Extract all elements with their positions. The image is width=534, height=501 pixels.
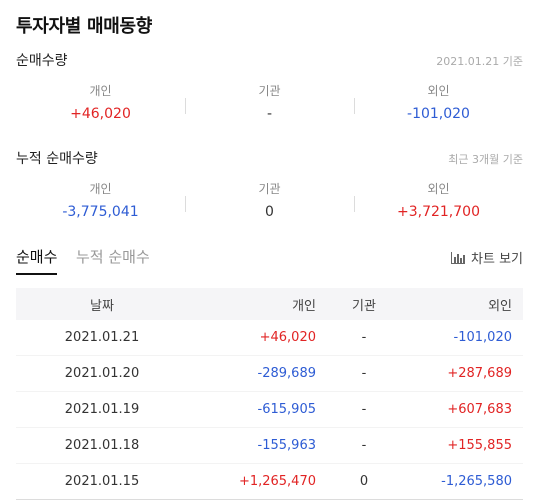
cell-date: 2021.01.21 — [64, 330, 140, 345]
net-volume-stats: 개인 +46,020 기관 - 외인 -101,020 — [16, 82, 523, 128]
cell-date: 2021.01.20 — [64, 366, 140, 381]
chart-view-button[interactable]: 차트 보기 — [451, 248, 523, 267]
cell-individual: -289,689 — [257, 366, 316, 381]
cell-foreign: -1,265,580 — [441, 474, 512, 489]
stat-value: +3,721,700 — [397, 204, 480, 220]
stat-value: -3,775,041 — [62, 204, 139, 220]
cell-foreign: +287,689 — [447, 366, 512, 381]
view-tabs: 순매수 누적 순매수 차트 보기 — [16, 246, 523, 276]
stat-value: 0 — [265, 204, 274, 220]
table-row: 2021.01.21 +46,020 - -101,020 — [16, 320, 523, 356]
stat-value: -101,020 — [407, 106, 470, 122]
cell-institution: - — [361, 330, 367, 345]
cell-date: 2021.01.19 — [64, 402, 140, 417]
stat-value: +46,020 — [70, 106, 131, 122]
net-volume-header: 순매수량 2021.01.21 기준 — [16, 50, 523, 70]
tab-cumulative-net-buy[interactable]: 누적 순매수 — [76, 248, 150, 266]
investor-trade-table: 날짜 개인 기관 외인 2021.01.21 +46,020 - -101,02… — [16, 288, 523, 500]
net-stat-foreign: 외인 -101,020 — [354, 82, 523, 128]
table-row: 2021.01.19 -615,905 - +607,683 — [16, 392, 523, 428]
cell-individual: +46,020 — [259, 330, 316, 345]
net-stat-institution: 기관 - — [185, 82, 354, 128]
header-foreign: 외인 — [488, 298, 512, 314]
cell-individual: +1,265,470 — [238, 474, 316, 489]
table-row: 2021.01.18 -155,963 - +155,855 — [16, 428, 523, 464]
cell-individual: -615,905 — [257, 402, 316, 417]
net-volume-note: 2021.01.21 기준 — [436, 55, 523, 68]
net-stat-individual: 개인 +46,020 — [16, 82, 185, 128]
chart-view-label: 차트 보기 — [471, 252, 523, 267]
tab-net-buy[interactable]: 순매수 — [16, 246, 58, 275]
cell-institution: - — [361, 366, 367, 381]
cum-stat-individual: 개인 -3,775,041 — [16, 180, 185, 226]
cumulative-header: 누적 순매수량 최근 3개월 기준 — [16, 148, 523, 168]
net-volume-title: 순매수량 — [16, 53, 68, 69]
cumulative-title: 누적 순매수량 — [16, 151, 98, 167]
cell-individual: -155,963 — [257, 438, 316, 453]
cell-foreign: +155,855 — [447, 438, 512, 453]
cumulative-note: 최근 3개월 기준 — [448, 153, 523, 166]
bar-chart-icon — [451, 251, 466, 264]
cell-institution: 0 — [359, 474, 369, 489]
cell-foreign: -101,020 — [453, 330, 512, 345]
cum-stat-foreign: 외인 +3,721,700 — [354, 180, 523, 226]
header-institution: 기관 — [352, 298, 376, 314]
table-row: 2021.01.15 +1,265,470 0 -1,265,580 — [16, 464, 523, 500]
stat-label: 개인 — [89, 182, 112, 196]
cumulative-stats: 개인 -3,775,041 기관 0 외인 +3,721,700 — [16, 180, 523, 226]
header-date: 날짜 — [90, 298, 114, 314]
stat-label: 기관 — [258, 182, 281, 196]
cell-date: 2021.01.15 — [64, 474, 140, 489]
stat-label: 외인 — [427, 182, 450, 196]
page-title: 투자자별 매매동향 — [16, 16, 153, 37]
cell-date: 2021.01.18 — [64, 438, 140, 453]
cum-stat-institution: 기관 0 — [185, 180, 354, 226]
header-individual: 개인 — [292, 298, 316, 314]
stat-label: 개인 — [89, 84, 112, 98]
cell-institution: - — [361, 402, 367, 417]
stat-label: 기관 — [258, 84, 281, 98]
stat-value: - — [266, 106, 273, 122]
cell-institution: - — [361, 438, 367, 453]
cell-foreign: +607,683 — [447, 402, 512, 417]
table-row: 2021.01.20 -289,689 - +287,689 — [16, 356, 523, 392]
table-header: 날짜 개인 기관 외인 — [16, 288, 523, 320]
stat-label: 외인 — [427, 84, 450, 98]
